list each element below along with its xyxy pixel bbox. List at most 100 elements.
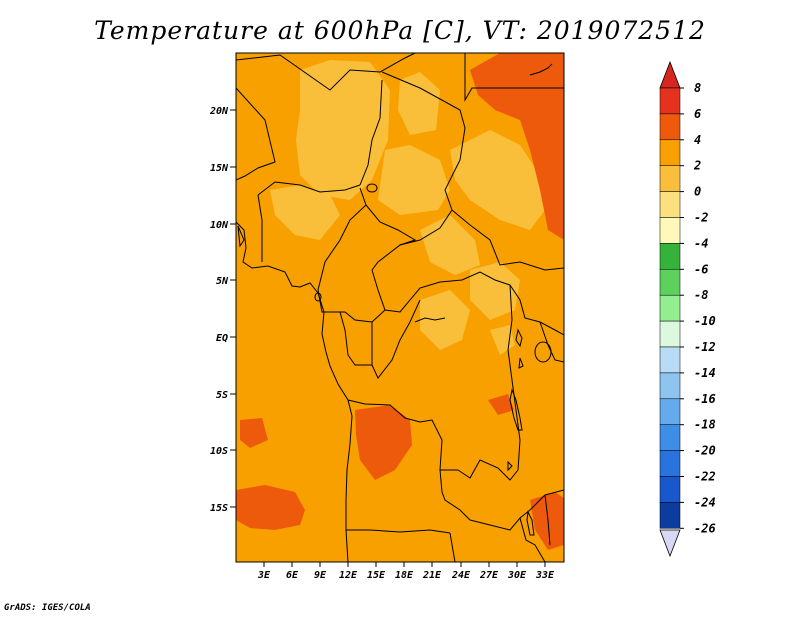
lake-volta — [237, 225, 245, 248]
lake-malawi — [526, 510, 535, 536]
colorbar-box — [659, 476, 681, 503]
colorbar-box — [659, 398, 681, 425]
lake-mweru — [507, 460, 513, 472]
plot-frame — [235, 52, 565, 563]
border-sudan-southsudan — [451, 209, 564, 271]
colorbar-label: -8 — [694, 288, 708, 302]
colorbar-label: -22 — [694, 470, 716, 484]
border-egypt-sudan — [464, 53, 564, 102]
border-zambia-drc — [457, 459, 519, 481]
country-borders — [236, 53, 564, 562]
credit-text: GrADS: IGES/COLA — [4, 603, 91, 613]
border-uganda-kenya — [509, 284, 564, 336]
colorbar-label: -4 — [694, 236, 708, 250]
colorbar-label: 0 — [694, 185, 701, 199]
border-niger-chad — [359, 79, 383, 186]
border-benin — [257, 194, 263, 262]
lat-label: EQ — [216, 333, 228, 344]
colorbar-box — [659, 269, 681, 296]
colorbar-label: 8 — [694, 81, 701, 95]
colorbar-label: -16 — [694, 392, 716, 406]
temperature-field — [236, 53, 564, 562]
border-niger-nigeria — [257, 181, 361, 196]
lake-chad — [366, 183, 378, 193]
lake-kivu — [518, 357, 524, 369]
longitude-axis: 3E 6E 9E 12E 15E 18E 21E 24E 27E 30E 33E — [257, 562, 555, 581]
border-drc-east — [507, 284, 521, 471]
colorbar-label: -12 — [694, 340, 716, 354]
colorbar-box — [659, 294, 681, 322]
colorbar: 8 6 4 2 0 -2 -4 -6 -8 -10 -12 -14 -16 -18 -20 -22 -24 -26 — [659, 60, 716, 558]
colorbar-box — [659, 165, 681, 192]
lake-victoria — [534, 341, 552, 363]
lon-label: 30E — [507, 570, 527, 581]
border-nigeria-cameroon — [317, 187, 367, 291]
border-angola-zambia — [439, 469, 471, 521]
lake-tanganyika — [509, 388, 523, 431]
warm-regions — [236, 53, 564, 550]
colorbar-box — [659, 87, 681, 115]
border-algeria-niger — [236, 53, 416, 91]
border-congo-drc — [371, 299, 421, 379]
colorbar-box — [659, 139, 681, 166]
colorbar-box — [659, 113, 681, 141]
colorbar-label: 4 — [694, 133, 701, 147]
lon-label: 18E — [395, 570, 414, 581]
latitude-axis: 20N 15N 10N 5N EQ 5S 10S 15S — [209, 106, 236, 514]
lat-label: 5S — [216, 390, 228, 401]
colorbar-box — [659, 191, 681, 218]
colorbar-top-triangle — [659, 60, 681, 89]
colorbar-boxes — [659, 87, 681, 529]
bioko-island — [314, 292, 322, 302]
lake-albert — [515, 328, 523, 348]
lon-label: 24E — [451, 570, 471, 581]
lon-label: 9E — [314, 570, 327, 581]
lat-label: 15S — [210, 503, 228, 514]
colorbar-box — [659, 346, 681, 374]
lon-label: 27E — [479, 570, 499, 581]
lon-label: 33E — [535, 570, 555, 581]
lat-label: 15N — [210, 163, 229, 174]
colorbar-bottom-triangle — [659, 529, 681, 558]
colorbar-label: -10 — [694, 314, 716, 328]
colorbar-label: 2 — [693, 159, 701, 173]
lon-label: 3E — [257, 570, 271, 581]
colorbar-label: 6 — [694, 107, 701, 121]
colorbar-label: -24 — [694, 495, 716, 509]
lat-label: 10N — [210, 220, 229, 231]
map-title: Temperature at 600hPa [C], VT: 201907251… — [94, 16, 706, 45]
border-cameroon-congo — [317, 289, 386, 323]
lat-label: 10S — [210, 446, 228, 457]
colorbar-label: -2 — [694, 211, 708, 225]
lon-label: 12E — [339, 570, 358, 581]
border-malawi — [544, 494, 551, 546]
border-namibia-botswana — [449, 532, 456, 562]
border-angola-drc — [347, 399, 458, 471]
colorbar-labels: 8 6 4 2 0 -2 -4 -6 -8 -10 -12 -14 -16 -18 -20 -22 -24 -26 — [693, 81, 716, 535]
lat-label: 5N — [216, 276, 229, 287]
congo-river — [414, 317, 446, 323]
colorbar-box — [659, 243, 681, 270]
red-sea-coast — [529, 63, 553, 76]
border-mozambique — [519, 517, 546, 562]
colorbar-label: -6 — [694, 262, 708, 276]
lat-label: 20N — [209, 106, 229, 117]
lon-label: 21E — [422, 570, 442, 581]
border-angola-namibia — [346, 529, 451, 534]
colorbar-box — [659, 450, 681, 477]
cool-regions — [270, 60, 545, 355]
colorbar-label: -14 — [694, 366, 716, 380]
border-mali-niger — [236, 87, 276, 181]
colorbar-box — [659, 372, 681, 400]
colorbar-box — [659, 217, 681, 244]
border-chad-car — [365, 204, 417, 271]
colorbar-label: -20 — [694, 444, 716, 458]
colorbar-label: -18 — [694, 418, 716, 432]
border-car-drc — [371, 269, 511, 313]
lon-label: 15E — [367, 570, 386, 581]
border-gabon-congo — [339, 311, 373, 366]
border-tanzania — [539, 321, 564, 363]
border-libya-chad — [381, 71, 466, 129]
colorbar-box — [659, 424, 681, 451]
